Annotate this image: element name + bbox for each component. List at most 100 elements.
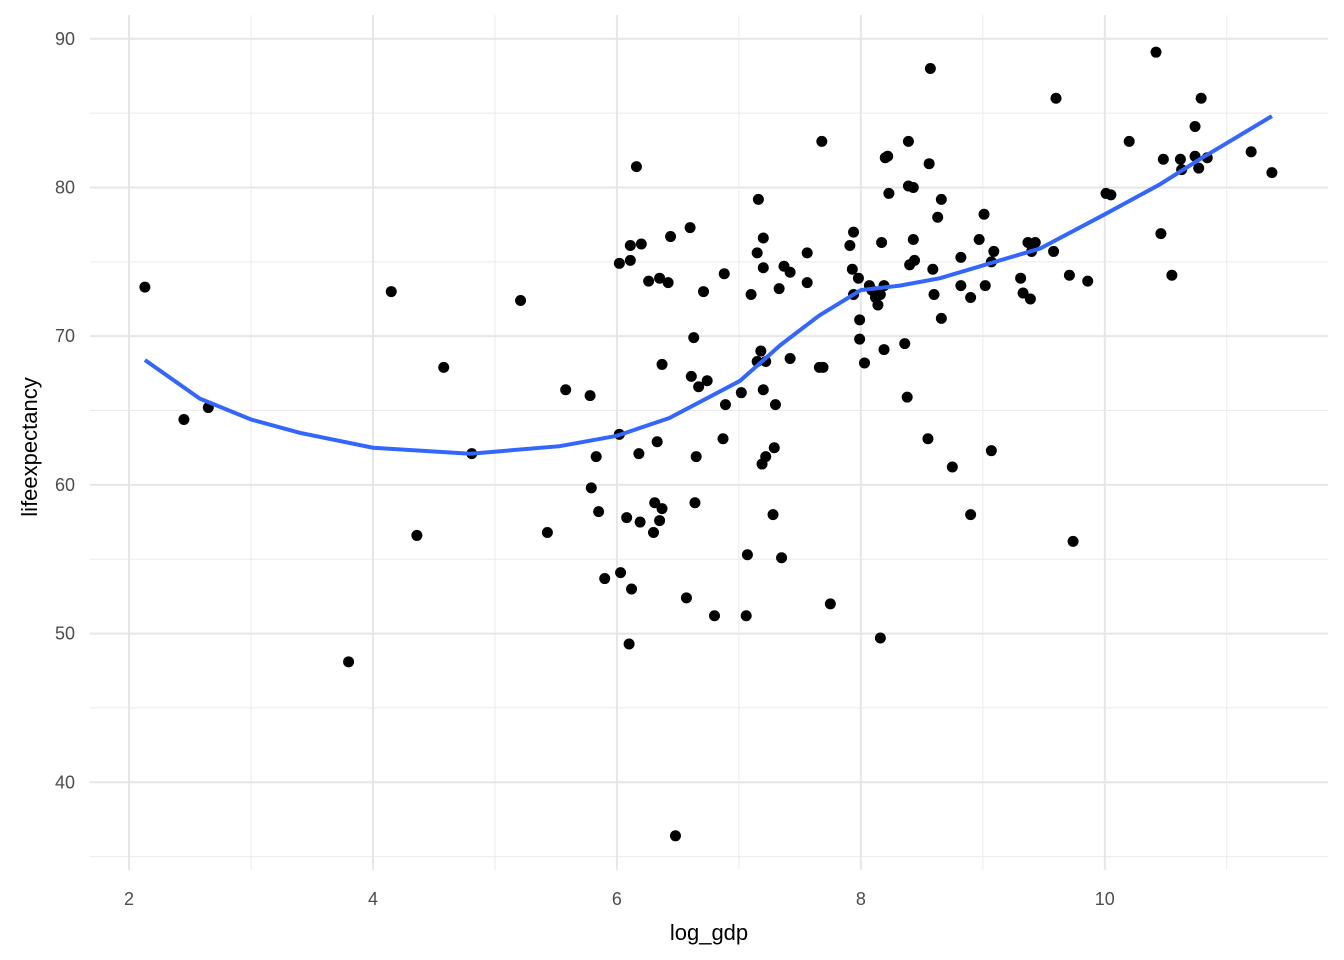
y-tick-label: 90 xyxy=(55,29,75,49)
data-point xyxy=(901,391,913,403)
data-point xyxy=(689,497,701,509)
data-point xyxy=(1157,153,1169,165)
data-point xyxy=(615,567,627,579)
data-point xyxy=(755,345,767,357)
data-point xyxy=(693,381,705,393)
data-point xyxy=(685,370,697,382)
data-point xyxy=(621,512,633,524)
data-point xyxy=(680,592,692,604)
y-tick-label: 60 xyxy=(55,475,75,495)
data-point xyxy=(874,289,886,301)
data-point xyxy=(1017,287,1029,299)
data-point xyxy=(1105,189,1117,201)
data-points xyxy=(139,46,1278,842)
data-point xyxy=(735,387,747,399)
data-point xyxy=(139,281,151,293)
data-point xyxy=(876,237,888,249)
data-point xyxy=(718,268,730,280)
data-point xyxy=(923,158,935,170)
data-point xyxy=(590,451,602,463)
data-point xyxy=(872,299,884,311)
data-point xyxy=(932,211,944,223)
data-point xyxy=(515,294,527,306)
data-point xyxy=(613,257,625,269)
x-tick-label: 6 xyxy=(612,889,622,909)
data-point xyxy=(768,442,780,454)
data-point xyxy=(973,234,985,246)
data-point xyxy=(1063,269,1075,281)
data-point xyxy=(784,266,796,278)
data-point xyxy=(852,272,864,284)
data-point xyxy=(824,598,836,610)
data-point xyxy=(757,262,769,274)
data-point xyxy=(767,509,779,521)
y-tick-label: 50 xyxy=(55,624,75,644)
data-point xyxy=(816,135,828,147)
data-point xyxy=(708,610,720,622)
data-point xyxy=(656,358,668,370)
data-point xyxy=(907,234,919,246)
data-point xyxy=(752,193,764,205)
y-tick-label: 70 xyxy=(55,326,75,346)
data-point xyxy=(928,289,940,301)
data-point xyxy=(560,384,572,396)
data-point xyxy=(634,516,646,528)
data-point xyxy=(648,526,660,538)
data-point xyxy=(801,277,813,289)
data-point xyxy=(757,232,769,244)
data-point xyxy=(541,526,553,538)
data-point xyxy=(846,263,858,275)
data-point xyxy=(745,289,757,301)
data-point xyxy=(593,506,605,518)
data-point xyxy=(757,384,769,396)
data-point xyxy=(411,529,423,541)
data-point xyxy=(651,436,663,448)
data-point xyxy=(922,433,934,445)
data-point xyxy=(1024,293,1036,305)
data-point xyxy=(784,352,796,364)
data-point xyxy=(1245,146,1257,158)
x-tick-label: 4 xyxy=(368,889,378,909)
data-point xyxy=(654,515,666,527)
data-point xyxy=(878,344,890,356)
data-point xyxy=(776,552,788,564)
data-point xyxy=(965,509,977,521)
grid xyxy=(90,15,1328,870)
data-point xyxy=(438,361,450,373)
data-point xyxy=(927,263,939,275)
data-point xyxy=(773,283,785,295)
data-point xyxy=(385,286,397,298)
data-point xyxy=(760,451,772,463)
data-point xyxy=(1082,275,1094,287)
data-point xyxy=(848,226,860,238)
data-point xyxy=(988,245,1000,257)
data-point xyxy=(859,357,871,369)
x-tick-label: 8 xyxy=(856,889,866,909)
data-point xyxy=(801,247,813,259)
data-point xyxy=(643,275,655,287)
data-point xyxy=(854,333,866,345)
data-point xyxy=(979,280,991,292)
data-point xyxy=(985,445,997,457)
data-point xyxy=(1150,46,1162,58)
data-point xyxy=(874,632,886,644)
data-point xyxy=(740,610,752,622)
data-point xyxy=(656,503,668,515)
data-point xyxy=(955,280,967,292)
data-point xyxy=(1174,153,1186,165)
x-axis-title: log_gdp xyxy=(670,920,748,945)
data-point xyxy=(1155,228,1167,240)
data-point xyxy=(624,254,636,266)
data-point xyxy=(817,361,829,373)
data-point xyxy=(624,239,636,251)
data-point xyxy=(883,187,895,199)
data-point xyxy=(1029,237,1041,249)
y-tick-label: 80 xyxy=(55,177,75,197)
data-point xyxy=(1189,121,1201,133)
data-point xyxy=(684,222,696,234)
data-point xyxy=(633,448,645,460)
data-point xyxy=(935,312,947,324)
data-point xyxy=(965,292,977,304)
data-point xyxy=(1015,272,1027,284)
data-point xyxy=(1166,269,1178,281)
